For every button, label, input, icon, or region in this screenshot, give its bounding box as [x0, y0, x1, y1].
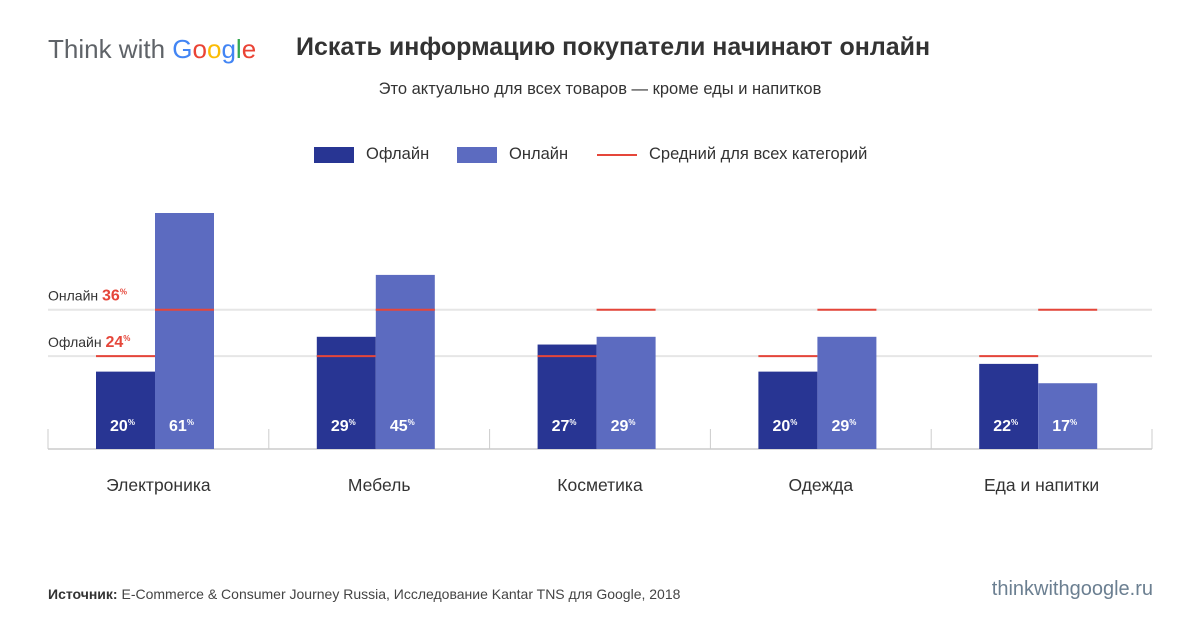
bar-online	[155, 213, 214, 449]
x-tick-label: Электроника	[106, 475, 211, 495]
x-tick-label: Мебель	[348, 475, 411, 495]
source-text: E-Commerce & Consumer Journey Russia, Ис…	[117, 586, 681, 602]
logo-letter: G	[172, 34, 193, 64]
logo-letter: o	[192, 34, 207, 64]
legend-label-online: Онлайн	[509, 145, 569, 163]
bar-offline	[979, 363, 1039, 449]
bar-online	[817, 336, 877, 449]
chart-subtitle: Это актуально для всех товаров — кроме е…	[378, 80, 822, 98]
x-tick-label: Косметика	[557, 475, 643, 495]
x-tick-label: Одежда	[788, 475, 853, 495]
legend-item-online: Онлайн	[457, 145, 568, 164]
bar-online	[1038, 383, 1098, 449]
logo-letter: g	[221, 34, 236, 64]
average-annotation-offline: Офлайн 24%	[48, 334, 130, 351]
legend-label-average: Средний для всех категорий	[649, 145, 868, 163]
legend-label-offline: Офлайн	[366, 145, 430, 163]
bar-offline	[537, 344, 597, 449]
bar-offline	[96, 371, 155, 449]
logo-think-with: Think with	[48, 34, 173, 64]
source-label: Источник:	[48, 586, 118, 602]
logo-letter: e	[241, 34, 257, 64]
legend-item-average: Средний для всех категорий	[597, 145, 867, 164]
think-with-google-logo: Think with Google	[48, 34, 256, 65]
logo-letter: o	[206, 34, 222, 64]
legend-swatch-offline	[314, 146, 354, 163]
chart-title: Искать информацию покупатели начинают он…	[296, 33, 931, 61]
logo-letter: l	[235, 34, 242, 64]
bar-offline	[758, 371, 818, 449]
x-tick-label: Еда и напитки	[984, 475, 1099, 495]
bar-online	[596, 336, 656, 449]
chart-legend: Офлайн Онлайн Средний для всех категорий	[0, 145, 1200, 165]
legend-item-offline: Офлайн	[314, 145, 429, 164]
average-annotation-online: Онлайн 36%	[48, 288, 127, 305]
legend-swatch-average	[597, 153, 637, 156]
legend-swatch-online	[457, 146, 497, 163]
bar-online	[375, 274, 435, 449]
site-url[interactable]: thinkwithgoogle.ru	[991, 578, 1153, 600]
source-note: Источник: E-Commerce & Consumer Journey …	[48, 586, 680, 602]
